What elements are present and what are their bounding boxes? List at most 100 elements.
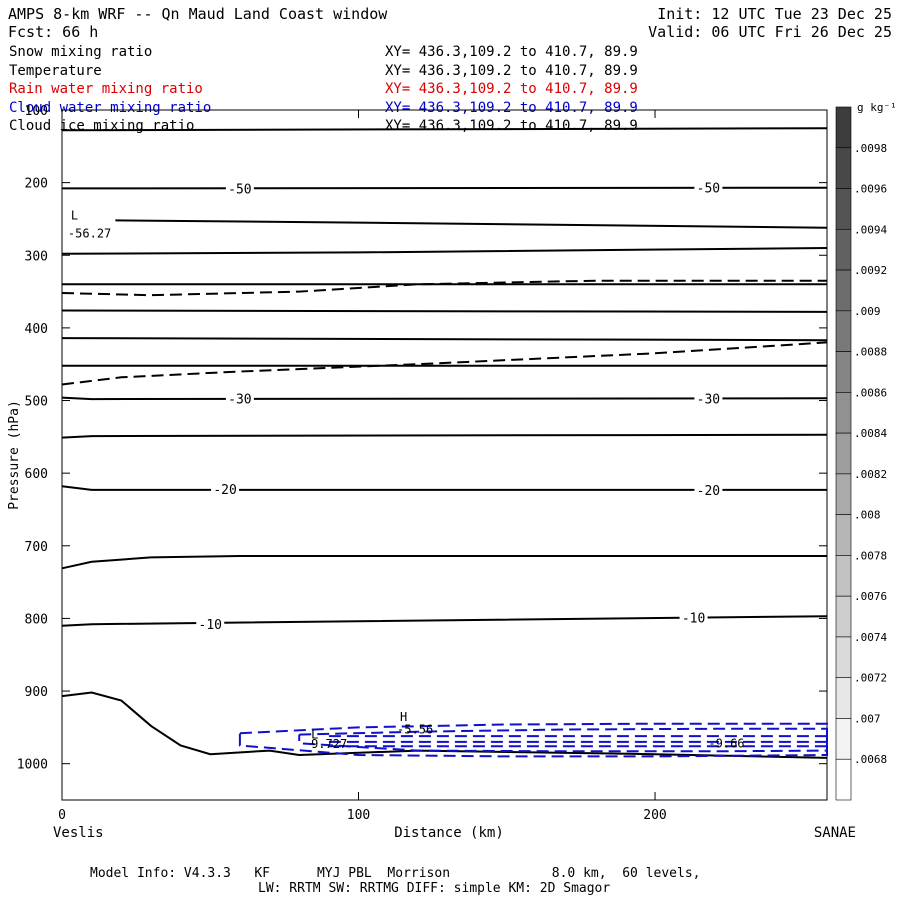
contour-label: -20 (213, 483, 236, 498)
valid-time: Valid: 06 UTC Fri 26 Dec 25 (648, 23, 892, 41)
colorbar-label: .0092 (854, 264, 887, 277)
contour-label: -10 (682, 612, 705, 627)
x-axis-title: Distance (km) (394, 825, 504, 841)
init-time: Init: 12 UTC Tue 23 Dec 25 (657, 5, 892, 23)
colorbar-swatch (835, 514, 852, 556)
field-xy: XY= 436.3,109.2 to 410.7, 89.9 (385, 118, 638, 134)
figure-title: AMPS 8-km WRF -- Qn Maud Land Coast wind… (8, 5, 388, 23)
field-name: Cloud water mixing ratio (9, 100, 211, 116)
y-tick-label: 100 (25, 104, 48, 119)
field-name: Rain water mixing ratio (9, 81, 203, 97)
contour-label: -20 (697, 484, 720, 499)
cloud-water-contour (298, 727, 828, 753)
field-name: Snow mixing ratio (9, 44, 152, 60)
y-axis-title: Pressure (hPa) (7, 400, 22, 510)
contour-label: -30 (697, 392, 720, 407)
field-xy: XY= 436.3,109.2 to 410.7, 89.9 (385, 63, 638, 79)
dashed-contour (61, 279, 827, 297)
isotherm-line (61, 615, 828, 627)
extremum-annotation: -56.27 (68, 226, 111, 240)
isotherm-line (61, 247, 828, 255)
cloud-water-contour (238, 722, 828, 758)
colorbar-swatch (835, 228, 852, 271)
colorbar-label: .0082 (854, 468, 887, 481)
axes: 100 200 300 400 500 600 700 800 900 1000 0 100 200 (17, 104, 827, 823)
isotherm-line (61, 691, 828, 759)
field-xy: XY= 436.3,109.2 to 410.7, 89.9 (385, 44, 638, 60)
colorbar-swatch (835, 677, 852, 719)
colorbar-swatch (835, 147, 852, 189)
y-tick-label: 400 (25, 322, 48, 337)
contour-label-bg (196, 617, 225, 631)
colorbar-swatch (835, 269, 852, 312)
extremum-annotation: 9.727 (311, 737, 347, 751)
plot-frame (61, 109, 828, 801)
model-physics: LW: RRTM SW: RRTMG DIFF: simple KM: 2D S… (258, 881, 610, 896)
y-tick-label: 500 (25, 395, 48, 410)
colorbar-swatch (835, 718, 852, 760)
colorbar-label: .0074 (854, 631, 887, 644)
extremum-annotation: -5.56 (397, 723, 433, 737)
isotherm-line (61, 309, 828, 313)
x-tick-label: 0 (58, 808, 66, 823)
contour-label: -10 (199, 618, 222, 633)
colorbar-label: .0068 (854, 753, 887, 766)
colorbar-label: .0076 (854, 590, 887, 603)
colorbar-label: .0084 (854, 427, 887, 440)
colorbar-swatch (835, 188, 852, 230)
dashed-contour (61, 341, 828, 386)
field-legend: Snow mixing ratio XY= 436.3,109.2 to 410… (9, 44, 638, 134)
colorbar-swatch (835, 636, 852, 679)
isotherm-line (61, 127, 828, 132)
colorbar-label: .0086 (854, 386, 887, 399)
colorbar-swatch (835, 595, 852, 638)
contour-label-bg (225, 181, 254, 195)
colorbar-unit: g kg⁻¹ (857, 101, 897, 114)
colorbar-swatch (835, 758, 852, 801)
colorbar-label: .008 (854, 509, 881, 522)
colorbar-label: .0098 (854, 142, 887, 155)
field-name: Temperature (9, 63, 102, 79)
extremum-annotation: H (400, 710, 407, 724)
y-tick-label: 700 (25, 540, 48, 555)
y-tick-label: 800 (25, 612, 48, 627)
left-endpoint-label: Veslis (53, 825, 104, 841)
isotherm-line (61, 396, 828, 401)
contour-label: -50 (697, 182, 720, 197)
y-tick-label: 1000 (17, 758, 48, 773)
contour-label-bg (225, 391, 254, 405)
model-info: Model Info: V4.3.3 KF MYJ PBL Morrison 8… (90, 866, 700, 881)
field-xy: XY= 436.3,109.2 to 410.7, 89.9 (385, 100, 638, 116)
colorbar-swatch (835, 473, 852, 515)
extremum-annotation: L (311, 728, 318, 742)
x-tick-label: 200 (643, 808, 666, 823)
isotherm-line (61, 337, 828, 342)
right-endpoint-label: SANAE (814, 825, 856, 841)
isotherm-line (115, 219, 828, 229)
plot-area: -50 -50-30 -30-20 -20-10 -10L-56.27H-5.56L9.… (61, 127, 828, 759)
field-name: Cloud ice mixing ratio (9, 118, 194, 134)
contour-label-bg (694, 180, 723, 194)
colorbar-swatch (835, 351, 852, 393)
y-tick-label: 200 (25, 177, 48, 192)
isotherm-line (61, 485, 827, 491)
y-tick-label: 600 (25, 467, 48, 482)
colorbar-swatch (835, 392, 852, 434)
x-tick-label: 100 (347, 808, 370, 823)
contour-label-bg (679, 610, 708, 624)
y-tick-label: 300 (25, 249, 48, 264)
colorbar: .0098 .0096 .0094 .0092 .009 .0088 .0086 .0084.… (835, 106, 887, 801)
colorbar-label: .0088 (854, 346, 887, 359)
extremum-annotation: -9.66 (708, 736, 744, 750)
y-tick-label: 900 (25, 685, 48, 700)
contour-label-bg (694, 391, 723, 405)
colorbar-swatch (835, 310, 852, 352)
field-xy: XY= 436.3,109.2 to 410.7, 89.9 (385, 81, 638, 97)
colorbar-label: .0094 (854, 223, 887, 236)
colorbar-swatch (835, 432, 852, 475)
forecast-hour: Fcst: 66 h (8, 23, 98, 41)
colorbar-label: .007 (854, 712, 881, 725)
colorbar-label: .009 (854, 305, 881, 318)
colorbar-label: .0078 (854, 549, 887, 562)
